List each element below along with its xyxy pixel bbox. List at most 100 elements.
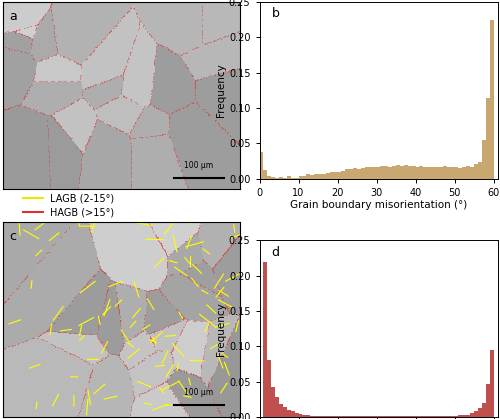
X-axis label: Grain boundary misorientation (°): Grain boundary misorientation (°) xyxy=(290,200,467,210)
Bar xyxy=(287,410,290,417)
Bar xyxy=(388,167,392,178)
Bar xyxy=(271,177,275,178)
Bar xyxy=(318,173,322,178)
Bar xyxy=(458,416,462,417)
Bar xyxy=(400,166,404,178)
Bar xyxy=(454,167,458,178)
Bar xyxy=(353,168,357,178)
Bar xyxy=(450,167,454,178)
Bar xyxy=(346,416,349,417)
Bar xyxy=(458,168,462,178)
Text: a: a xyxy=(10,10,18,23)
Bar xyxy=(298,176,302,178)
Bar xyxy=(454,416,458,417)
Bar xyxy=(357,169,361,178)
Bar xyxy=(342,171,345,178)
Y-axis label: Frequency: Frequency xyxy=(216,63,226,117)
Bar xyxy=(474,411,478,417)
Bar xyxy=(478,163,482,178)
Bar xyxy=(482,140,486,178)
Bar xyxy=(380,166,384,178)
Bar xyxy=(361,416,365,417)
Bar xyxy=(447,416,450,417)
Bar xyxy=(428,416,431,417)
Bar xyxy=(310,416,314,417)
Bar xyxy=(310,175,314,178)
Bar xyxy=(474,165,478,178)
Bar xyxy=(349,416,353,417)
Bar xyxy=(279,404,283,417)
Bar xyxy=(435,416,439,417)
Text: 100 μm: 100 μm xyxy=(184,388,214,397)
Bar xyxy=(306,416,310,417)
Bar xyxy=(314,416,318,417)
Bar xyxy=(342,416,345,417)
Bar xyxy=(478,409,482,417)
Bar xyxy=(357,416,361,417)
Y-axis label: Frequency: Frequency xyxy=(216,302,226,356)
Bar xyxy=(439,167,443,178)
Bar xyxy=(322,416,326,417)
Bar xyxy=(392,416,396,417)
Bar xyxy=(408,166,412,178)
Bar xyxy=(372,416,376,417)
Bar xyxy=(450,416,454,417)
Bar xyxy=(306,174,310,178)
Text: b: b xyxy=(272,8,280,21)
Bar xyxy=(431,416,435,417)
Bar xyxy=(416,416,420,417)
Bar xyxy=(365,167,369,178)
Bar xyxy=(271,387,275,417)
Bar xyxy=(412,416,416,417)
Bar xyxy=(298,414,302,417)
Bar xyxy=(404,165,408,178)
Bar xyxy=(260,152,264,178)
Bar xyxy=(330,416,334,417)
Bar xyxy=(365,416,369,417)
Bar xyxy=(322,173,326,178)
Bar xyxy=(361,168,365,178)
Bar xyxy=(392,166,396,178)
Bar xyxy=(428,167,431,178)
Bar xyxy=(431,167,435,178)
Bar xyxy=(462,416,466,417)
Bar xyxy=(388,416,392,417)
Bar xyxy=(369,167,372,178)
Bar xyxy=(302,415,306,417)
Bar xyxy=(466,166,470,178)
Bar xyxy=(424,416,428,417)
Bar xyxy=(314,174,318,178)
Bar xyxy=(420,416,424,417)
Bar xyxy=(338,416,342,417)
Bar xyxy=(372,167,376,178)
Bar xyxy=(396,165,400,178)
Bar xyxy=(290,411,294,417)
Bar xyxy=(302,176,306,178)
Bar xyxy=(369,416,372,417)
Bar xyxy=(470,167,474,178)
Bar xyxy=(346,169,349,178)
Bar xyxy=(283,407,287,417)
Bar xyxy=(275,397,279,417)
Bar xyxy=(384,166,388,178)
Bar xyxy=(443,166,447,178)
Bar xyxy=(400,416,404,417)
Bar xyxy=(490,350,494,417)
Bar xyxy=(330,172,334,178)
Bar xyxy=(486,384,490,417)
Bar xyxy=(326,416,330,417)
Bar xyxy=(486,98,490,178)
Bar xyxy=(412,166,416,178)
Bar xyxy=(334,416,338,417)
Bar xyxy=(279,177,283,178)
Bar xyxy=(376,416,380,417)
Bar xyxy=(482,403,486,417)
Bar xyxy=(349,169,353,178)
Bar xyxy=(435,167,439,178)
Bar xyxy=(470,414,474,417)
Bar xyxy=(443,416,447,417)
Bar xyxy=(416,167,420,178)
Bar xyxy=(334,172,338,178)
Legend: LAGB (2-15°), HAGB (>15°): LAGB (2-15°), HAGB (>15°) xyxy=(20,189,118,221)
Bar xyxy=(466,415,470,417)
